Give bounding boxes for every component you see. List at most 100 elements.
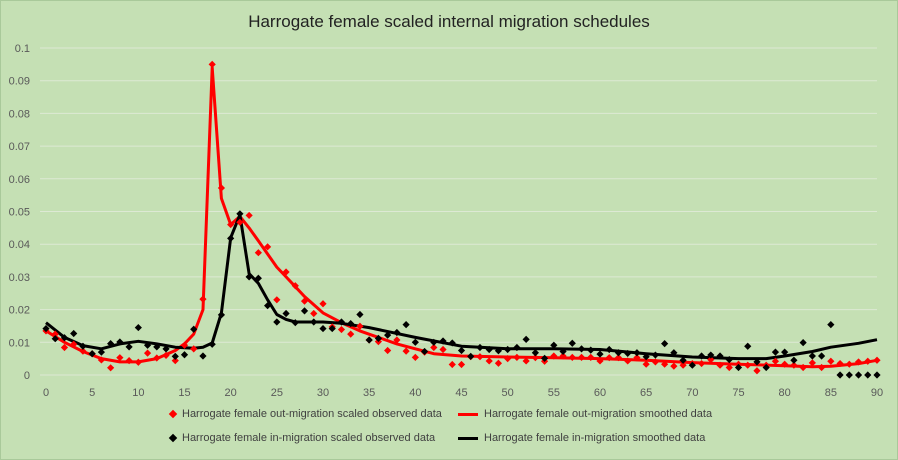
y-tick-label: 0.06 [9,174,30,186]
data-point-0 [522,357,530,365]
x-tick-label: 60 [594,387,606,399]
y-tick-label: 0 [24,370,30,382]
legend-label: Harrogate female out-migration smoothed … [484,408,713,420]
data-point-0 [171,357,179,365]
data-point-2 [51,335,59,343]
data-point-2 [864,371,872,379]
data-point-2 [596,350,604,358]
data-point-0 [347,330,355,338]
data-point-0 [753,367,761,375]
data-point-0 [808,359,816,367]
data-point-2 [781,348,789,356]
x-tick-label: 85 [825,387,837,399]
data-point-0 [614,354,623,362]
data-point-0 [476,353,484,361]
data-point-0 [107,364,115,372]
data-point-2 [744,342,752,350]
x-tick-label: 55 [548,387,560,399]
data-point-0 [439,345,447,354]
data-point-2 [762,363,770,372]
data-point-2 [300,307,309,315]
data-point-0 [264,243,272,251]
data-point-0 [781,360,789,368]
y-tick-label: 0.08 [9,108,30,120]
data-point-0 [633,354,641,362]
data-point-2 [587,346,595,354]
data-point-0 [116,354,124,362]
data-point-0 [273,296,281,304]
x-tick-label: 20 [225,387,237,399]
data-point-2 [670,349,678,357]
data-point-0 [661,360,669,368]
data-point-2 [319,324,327,333]
x-tick-label: 90 [871,387,883,399]
legend-label: Harrogate female in-migration smoothed d… [484,432,706,444]
red-diamond-marker-icon [168,409,178,419]
data-point-0 [254,249,262,257]
data-point-0 [707,356,715,364]
data-point-2 [697,352,706,360]
data-point-2 [171,352,179,360]
data-point-2 [457,346,466,355]
data-point-2 [180,351,189,359]
black-diamond-marker-icon [168,433,178,443]
data-point-2 [513,343,521,352]
data-point-2 [651,351,659,359]
x-tick-label: 0 [43,387,49,399]
data-point-0 [97,356,105,364]
chart-title: Harrogate female scaled internal migrati… [248,12,650,31]
data-point-2 [153,343,161,351]
legend-label: Harrogate female out-migration scaled ob… [182,408,442,420]
data-point-0 [845,360,853,368]
data-point-0 [587,353,595,361]
x-tick-label: 70 [686,387,698,399]
data-point-2 [236,210,244,218]
data-point-2 [347,320,355,328]
data-point-2 [273,318,281,326]
data-point-0 [70,340,78,348]
data-point-2 [550,341,558,349]
data-point-2 [282,309,290,318]
y-tick-label: 0.05 [9,207,30,219]
data-point-2 [310,318,318,326]
data-point-2 [605,345,613,354]
data-point-0 [836,359,844,368]
data-point-2 [60,334,69,342]
data-point-2 [402,321,410,329]
y-tick-label: 0.03 [9,272,30,284]
data-point-2 [614,349,623,357]
data-point-0 [744,361,752,369]
data-point-0 [596,357,604,365]
x-tick-label: 75 [732,387,744,399]
data-point-2 [799,339,807,347]
data-point-2 [208,340,216,348]
data-point-0 [642,360,650,368]
data-point-2 [845,371,853,379]
data-point-0 [568,353,576,361]
legend-item-out-observed: Harrogate female out-migration scaled ob… [168,408,442,420]
x-tick-label: 10 [132,387,144,399]
data-point-2 [790,356,798,364]
data-point-2 [79,342,87,350]
data-point-0 [854,358,863,366]
data-point-2 [753,358,761,366]
data-point-0 [864,357,872,365]
data-point-2 [716,352,724,360]
data-point-0 [411,353,419,361]
x-tick-label: 35 [363,387,375,399]
data-point-0 [393,336,401,344]
data-point-0 [485,357,493,365]
data-point-2 [448,339,456,347]
data-point-2 [642,353,650,361]
data-point-2 [531,349,539,357]
data-point-0 [577,353,586,361]
data-point-2 [374,334,382,342]
data-point-0 [134,358,142,366]
data-point-2 [420,347,429,356]
data-point-0 [651,358,659,366]
data-point-2 [97,348,105,356]
data-point-0 [337,325,346,334]
data-point-2 [162,345,170,353]
data-point-0 [670,362,678,370]
data-point-2 [873,371,881,379]
